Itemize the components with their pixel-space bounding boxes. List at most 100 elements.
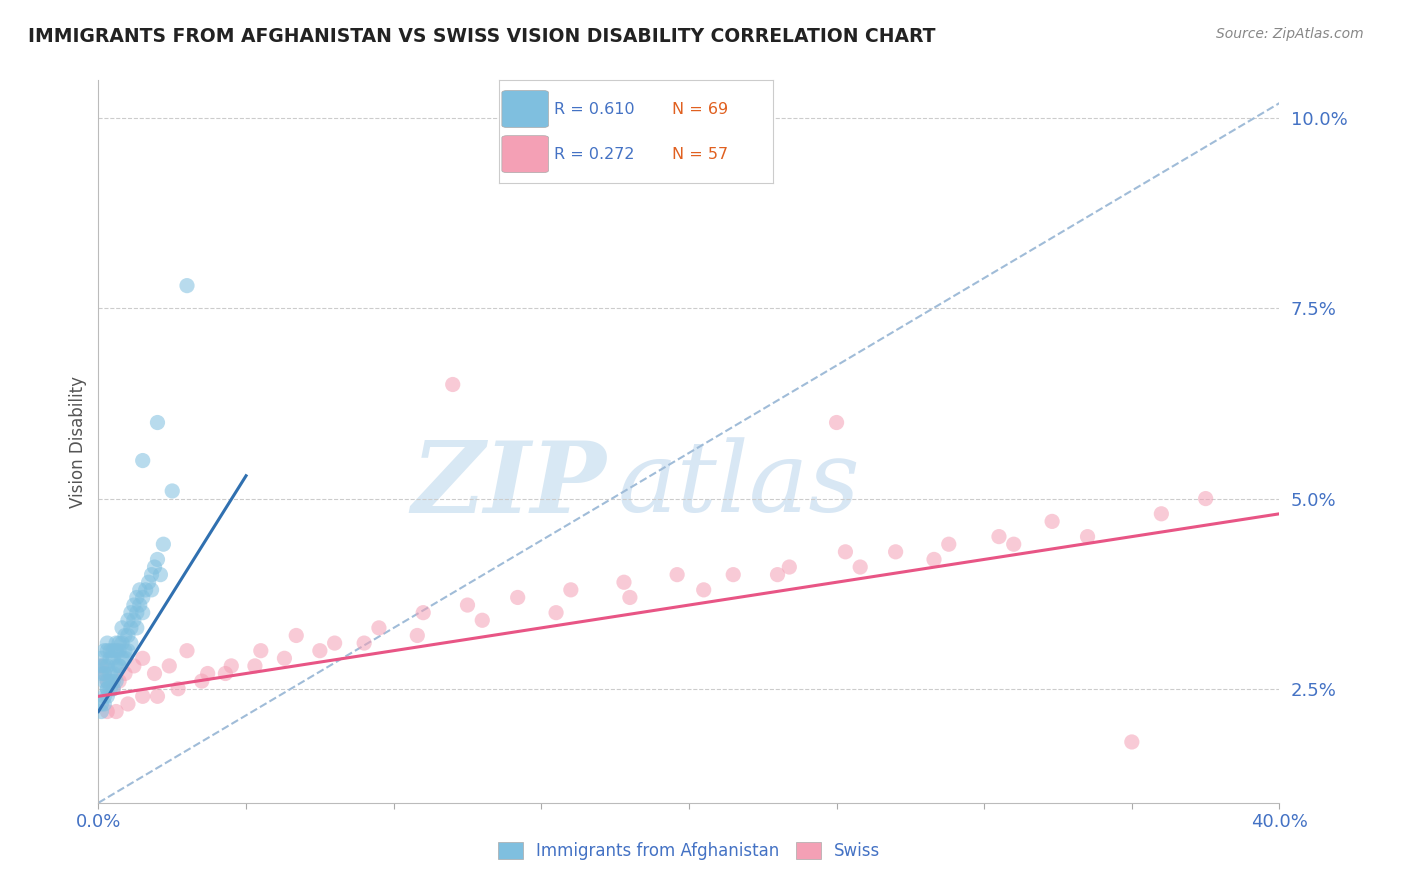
Text: IMMIGRANTS FROM AFGHANISTAN VS SWISS VISION DISABILITY CORRELATION CHART: IMMIGRANTS FROM AFGHANISTAN VS SWISS VIS… <box>28 27 935 45</box>
Point <box>98 674 121 689</box>
Point <box>353 636 375 650</box>
Point <box>103 674 125 689</box>
Point <box>132 453 155 467</box>
Point <box>141 582 163 597</box>
Point <box>146 552 169 566</box>
Point <box>128 582 150 597</box>
Point <box>157 659 180 673</box>
Point <box>1121 735 1143 749</box>
Point <box>191 674 214 689</box>
Point <box>105 674 128 689</box>
Point <box>457 598 479 612</box>
Point <box>103 651 125 665</box>
Point <box>176 278 198 293</box>
Point <box>125 621 148 635</box>
Text: ZIP: ZIP <box>412 437 606 533</box>
Point <box>108 674 131 689</box>
Point <box>125 606 148 620</box>
Point <box>105 659 128 673</box>
Point <box>471 613 494 627</box>
Point <box>120 621 142 635</box>
Point <box>90 659 112 673</box>
Point <box>90 659 112 673</box>
Point <box>96 690 118 704</box>
Point <box>122 598 145 612</box>
Point <box>1195 491 1218 506</box>
Point <box>117 613 139 627</box>
Point <box>98 666 121 681</box>
Point <box>111 636 134 650</box>
Point <box>108 636 131 650</box>
Point <box>152 537 174 551</box>
Point <box>613 575 636 590</box>
Point <box>93 690 115 704</box>
Point <box>90 651 112 665</box>
Point <box>93 666 115 681</box>
Point <box>108 643 131 657</box>
Point <box>1040 515 1063 529</box>
Point <box>619 591 641 605</box>
Point <box>141 567 163 582</box>
Point <box>103 681 125 696</box>
Point <box>766 567 789 582</box>
Point <box>90 705 112 719</box>
Point <box>834 545 856 559</box>
Point <box>560 582 582 597</box>
Point <box>114 643 136 657</box>
Point <box>96 705 118 719</box>
Point <box>285 628 308 642</box>
Point <box>117 628 139 642</box>
Point <box>93 674 115 689</box>
Point <box>135 582 157 597</box>
Point <box>90 697 112 711</box>
Point <box>128 598 150 612</box>
Point <box>93 643 115 657</box>
Point <box>546 606 568 620</box>
Point <box>143 666 166 681</box>
Point <box>117 697 139 711</box>
Point <box>922 552 945 566</box>
Text: R = 0.610: R = 0.610 <box>554 102 634 117</box>
Point <box>176 643 198 657</box>
Point <box>120 636 142 650</box>
Point <box>778 560 800 574</box>
Point <box>114 651 136 665</box>
Point <box>111 621 134 635</box>
Point <box>1077 530 1099 544</box>
Point <box>309 643 332 657</box>
Point <box>988 530 1011 544</box>
Point <box>149 567 172 582</box>
Point <box>114 628 136 642</box>
Point <box>111 651 134 665</box>
Point <box>406 628 429 642</box>
Point <box>132 606 155 620</box>
Point <box>105 643 128 657</box>
Point <box>243 659 266 673</box>
Point <box>693 582 716 597</box>
Point <box>132 651 155 665</box>
Point <box>96 674 118 689</box>
Point <box>849 560 872 574</box>
Point <box>323 636 346 650</box>
Point <box>98 681 121 696</box>
Point <box>214 666 236 681</box>
Point <box>132 591 155 605</box>
Point <box>125 591 148 605</box>
Point <box>96 674 118 689</box>
Point <box>412 606 434 620</box>
FancyBboxPatch shape <box>502 91 548 128</box>
Point <box>120 606 142 620</box>
Text: Source: ZipAtlas.com: Source: ZipAtlas.com <box>1216 27 1364 41</box>
Point <box>506 591 529 605</box>
Point <box>93 697 115 711</box>
Point <box>441 377 464 392</box>
Text: N = 57: N = 57 <box>672 146 728 161</box>
Point <box>1002 537 1025 551</box>
Point <box>108 659 131 673</box>
Point <box>96 681 118 696</box>
Point <box>162 483 183 498</box>
Point <box>93 659 115 673</box>
Point <box>666 567 689 582</box>
Point <box>250 643 273 657</box>
Text: N = 69: N = 69 <box>672 102 728 117</box>
